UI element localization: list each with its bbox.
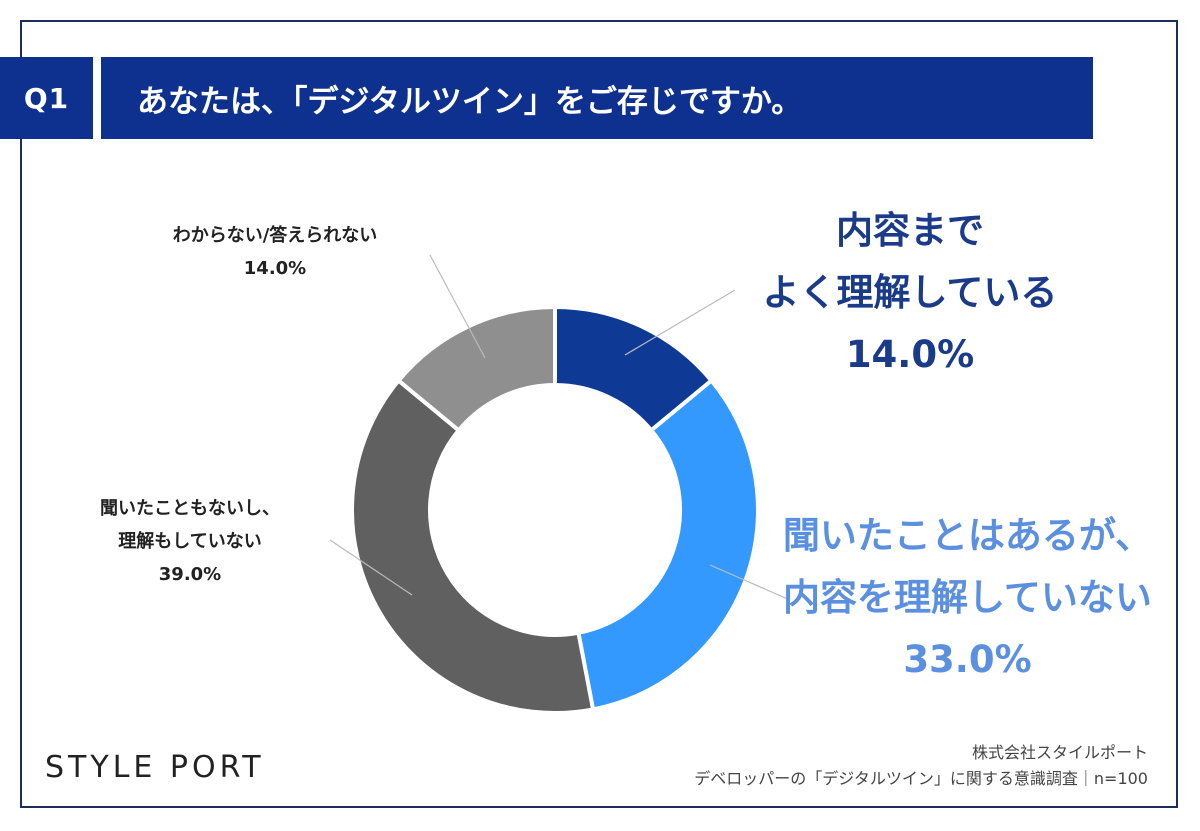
slice-heard-not-understand (576, 377, 760, 712)
slice-label-unknown: わからない/答えられない 14.0% (172, 225, 378, 279)
source-footer: 株式会社スタイルポート デベロッパーの「デジタルツイン」に関する意識調査｜n=1… (694, 740, 1148, 792)
footer-company: 株式会社スタイルポート (971, 743, 1148, 762)
slice-never-heard (350, 377, 596, 715)
slice-unknown (395, 304, 557, 434)
leader-line-1 (624, 289, 736, 356)
slice-label-never-heard: 聞いたこともないし、 理解もしていない 39.0% (100, 498, 280, 585)
chart-frame (20, 20, 1178, 808)
footer-survey: デベロッパーの「デジタルツイン」に関する意識調査｜n=100 (694, 769, 1148, 788)
question-number-badge: Q1 (0, 57, 93, 139)
leader-line-3 (329, 539, 413, 596)
style-port-logo: STYLE PORT (45, 750, 265, 785)
question-title: あなたは、「デジタルツイン」をご存じですか。 (101, 57, 1093, 139)
leader-line-2 (709, 564, 791, 601)
leader-line-4 (429, 254, 486, 359)
slice-label-understand-well: 内容まで よく理解している 14.0% (762, 209, 1058, 376)
slice-label-heard-not-understand: 聞いたことはあるが、 内容を理解していない 33.0% (782, 514, 1153, 681)
